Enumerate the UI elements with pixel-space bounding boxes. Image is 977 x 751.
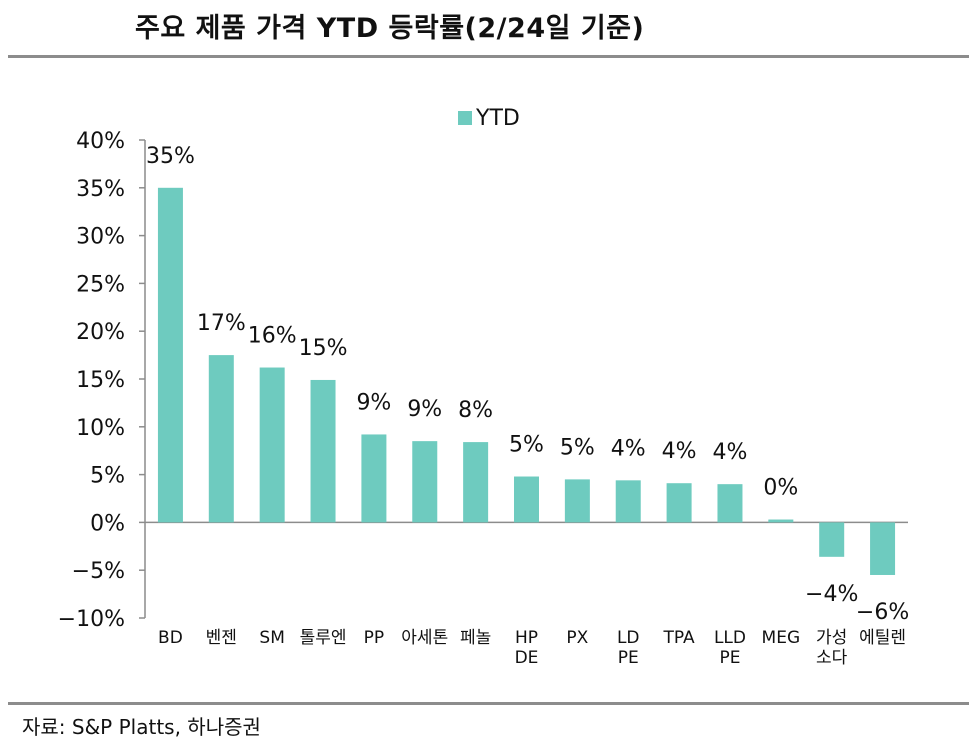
data-label: 4%: [611, 436, 646, 461]
bar: [463, 442, 489, 523]
x-tick-label: DE: [515, 648, 539, 668]
bar: [412, 441, 438, 523]
x-tick-label: PE: [618, 648, 639, 668]
x-tick-label: PX: [566, 628, 588, 648]
data-labels: 35% 17% 16% 15% 9% 9% 8% 5% 5% 4% 4% 4% 0% −4%−6%: [146, 144, 909, 625]
y-tick-label: 20%: [76, 320, 125, 345]
chart-legend: YTD: [458, 106, 520, 131]
legend-label-ytd: YTD: [475, 106, 520, 131]
y-tick-label: 40%: [76, 129, 125, 154]
bar-series-ytd: [157, 187, 896, 575]
bar: [819, 522, 845, 557]
y-tick-label: 35%: [76, 177, 125, 202]
data-label: −4%: [805, 582, 858, 607]
data-label: −6%: [856, 600, 909, 625]
top-divider: [8, 55, 969, 58]
x-tick-label: TPA: [663, 628, 696, 648]
data-label: 16%: [248, 324, 297, 349]
bar: [870, 522, 896, 575]
x-tick-label: PE: [719, 648, 740, 668]
source-note: 자료: S&P Platts, 하나증권: [22, 715, 261, 739]
x-tick-label: PP: [364, 628, 385, 648]
x-tick-label: HP: [515, 628, 538, 648]
bar: [361, 434, 387, 523]
data-label: 4%: [662, 439, 697, 464]
x-tick-label: 가성: [816, 628, 847, 648]
data-label: 9%: [407, 397, 442, 422]
y-axis: 40% 35% 30% 25% 20% 15% 10% 5% 0% −5% −10%: [58, 129, 908, 632]
bar: [208, 355, 234, 523]
bar: [666, 483, 692, 523]
y-tick-label: −10%: [58, 607, 125, 632]
data-label: 5%: [509, 433, 544, 458]
bar: [157, 187, 183, 523]
data-label: 0%: [763, 476, 798, 501]
bottom-divider: [8, 702, 969, 705]
x-tick-label: LD: [617, 628, 640, 648]
y-tick-label: 30%: [76, 225, 125, 250]
bar: [259, 367, 285, 523]
bar: [768, 519, 794, 523]
x-tick-label: LLD: [714, 628, 746, 648]
x-tick-label: 에틸렌: [859, 628, 906, 648]
legend-swatch-ytd: [458, 111, 472, 125]
y-tick-label: 0%: [90, 511, 125, 536]
y-tick-label: 10%: [76, 416, 125, 441]
x-tick-label: 톨루엔: [300, 628, 347, 648]
bar: [564, 479, 590, 523]
bar: [514, 476, 539, 523]
data-label: 15%: [299, 336, 348, 361]
data-label: 5%: [560, 435, 595, 460]
bar: [615, 480, 641, 523]
bar-chart: YTD 40% 35% 30% 25% 20% 15% 10% 5% 0% −5% −10% 35%…: [58, 106, 910, 668]
x-tick-label: 아세톤: [401, 628, 448, 648]
x-tick-label: BD: [158, 628, 183, 648]
x-tick-label: MEG: [762, 628, 801, 648]
page-title: 주요 제품 가격 YTD 등락률(2/24일 기준): [135, 13, 645, 44]
data-label: 4%: [713, 440, 748, 465]
x-tick-label: 페놀: [460, 628, 491, 648]
bar: [717, 484, 743, 523]
y-tick-label: 25%: [76, 272, 125, 297]
bar: [310, 379, 336, 523]
data-label: 17%: [197, 311, 246, 336]
data-label: 8%: [458, 398, 493, 423]
data-label: 35%: [146, 144, 195, 169]
data-label: 9%: [356, 390, 391, 415]
x-tick-label: 소다: [816, 648, 848, 668]
x-tick-label: SM: [259, 628, 284, 648]
y-tick-label: 15%: [76, 368, 125, 393]
x-tick-label: 벤젠: [206, 628, 237, 648]
y-tick-label: 5%: [90, 464, 125, 489]
y-tick-label: −5%: [72, 559, 125, 584]
